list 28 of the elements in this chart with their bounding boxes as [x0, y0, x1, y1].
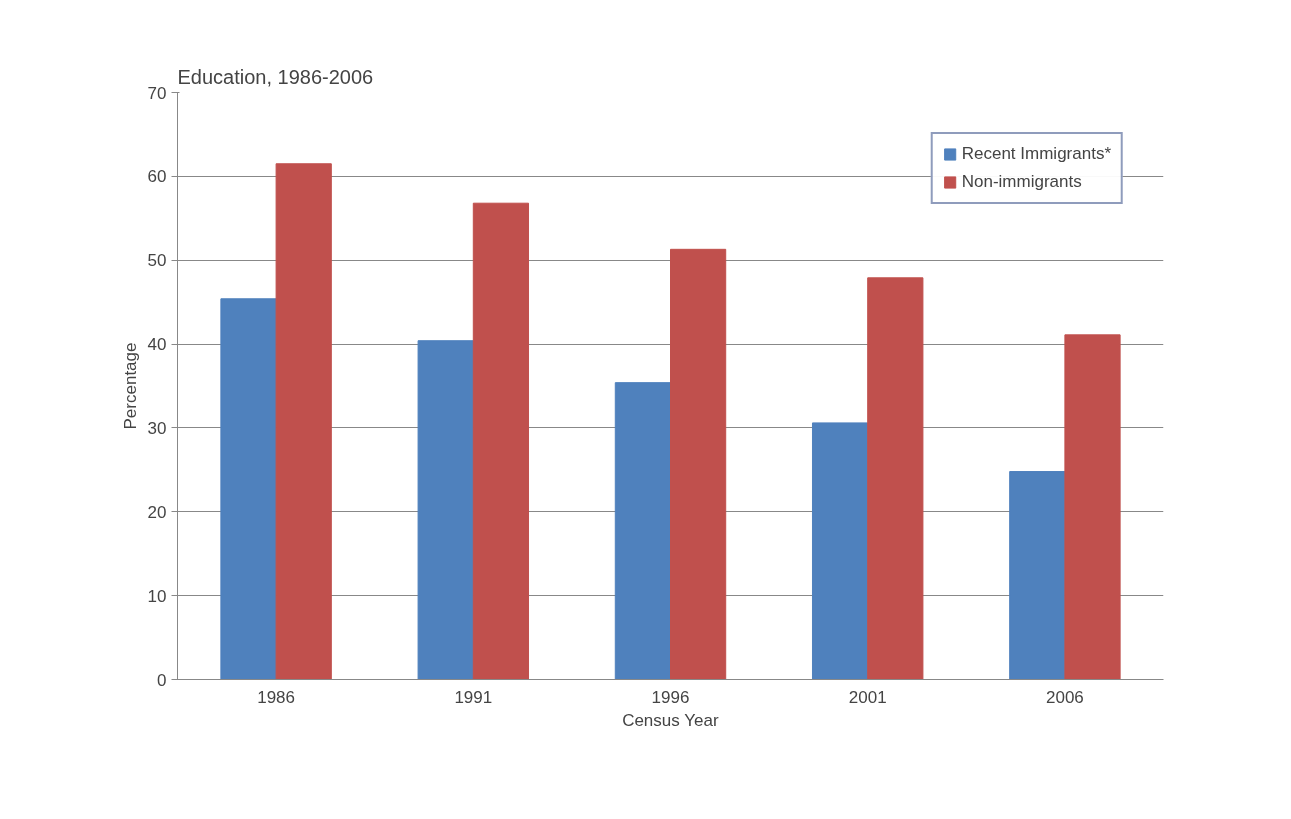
bar: [1064, 334, 1121, 680]
y-tick-label: 30: [147, 418, 167, 438]
bar: [867, 277, 924, 680]
x-tick-label: 1986: [257, 687, 296, 707]
chart-title: Education, 1986-2006: [177, 65, 374, 88]
y-tick-label: 60: [147, 167, 167, 187]
bar: [275, 163, 332, 680]
y-tick-label: 20: [147, 502, 167, 522]
y-tick-label: 0: [157, 670, 167, 690]
y-tick-label: 50: [147, 251, 167, 271]
bar: [614, 382, 671, 680]
bar: [1009, 471, 1066, 680]
y-tick-label: 40: [147, 335, 167, 355]
legend-label: Non-immigrants: [961, 172, 1082, 192]
y-tick-label: 70: [147, 83, 167, 103]
bar: [811, 422, 869, 680]
y-axis-title: Percentage: [120, 342, 140, 430]
x-axis-title: Census Year: [622, 710, 719, 730]
bar: [670, 248, 727, 680]
legend-label: Recent Immigrants*: [961, 144, 1111, 164]
y-tick-label: 10: [147, 586, 167, 606]
x-tick-label: 2006: [1045, 687, 1084, 707]
x-tick-label: 2001: [848, 687, 887, 707]
bar: [220, 298, 277, 680]
x-tick-label: 1996: [651, 687, 690, 707]
bar: [417, 340, 474, 680]
x-tick-label: 1991: [454, 687, 493, 707]
bar: [472, 202, 530, 680]
